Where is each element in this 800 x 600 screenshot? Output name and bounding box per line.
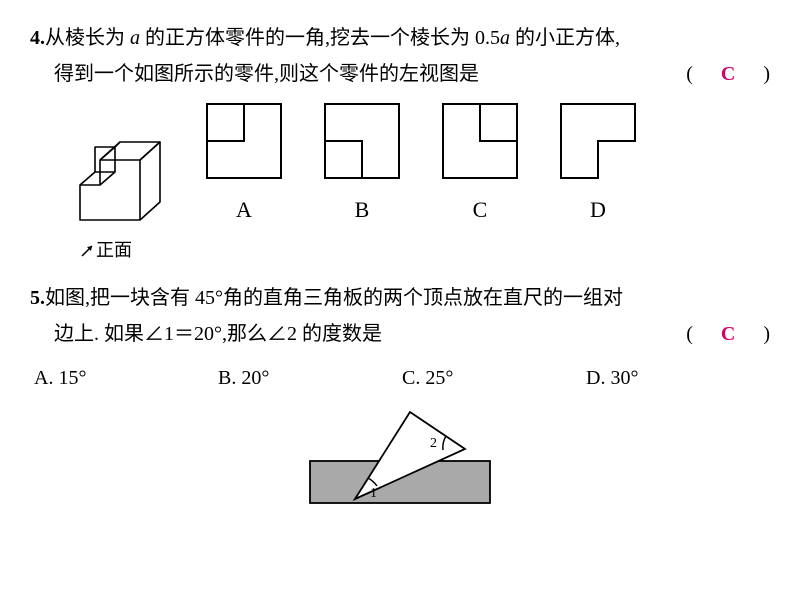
view-b-icon (323, 102, 401, 180)
q4-option-a: A (205, 102, 283, 230)
q5-line1: 5.如图,把一块含有 45°角的直角三角板的两个顶点放在直尺的一组对 (30, 280, 770, 316)
q5-answer: C (713, 323, 743, 345)
question-5: 5.如图,把一块含有 45°角的直角三角板的两个顶点放在直尺的一组对 边上. 如… (30, 280, 770, 521)
q5-figure: 1 2 (30, 404, 770, 521)
q4-number: 4. (30, 27, 45, 49)
q5-opt-a: A. 15° (34, 360, 218, 396)
q4-3d-figure (70, 130, 165, 230)
q4-answer-paren: ( C ) (686, 56, 770, 92)
q4-option-d: D (559, 102, 637, 230)
q4-text: 4.从棱长为 a 的正方体零件的一角,挖去一个棱长为 0.5a 的小正方体, 得… (30, 20, 770, 92)
q4-line2: 得到一个如图所示的零件,则这个零件的左视图是 ( C ) (30, 56, 770, 92)
q5-text: 5.如图,把一块含有 45°角的直角三角板的两个顶点放在直尺的一组对 边上. 如… (30, 280, 770, 352)
q5-answer-paren: ( C ) (686, 316, 770, 352)
view-d-icon (559, 102, 637, 180)
q4-option-b: B (323, 102, 401, 230)
cube-notch-icon (70, 130, 165, 230)
svg-text:1: 1 (370, 486, 377, 501)
q5-line2: 边上. 如果∠1＝20°,那么∠2 的度数是 ( C ) (30, 316, 770, 352)
q4-answer: C (713, 63, 743, 85)
view-a-icon (205, 102, 283, 180)
q5-opt-d: D. 30° (586, 360, 770, 396)
q5-opt-c: C. 25° (402, 360, 586, 396)
q5-number: 5. (30, 287, 45, 309)
ruler-triangle-icon: 1 2 (295, 404, 505, 509)
q5-opt-b: B. 20° (218, 360, 402, 396)
q4-option-c: C (441, 102, 519, 230)
question-4: 4.从棱长为 a 的正方体零件的一角,挖去一个棱长为 0.5a 的小正方体, 得… (30, 20, 770, 266)
svg-text:2: 2 (430, 436, 437, 451)
q4-figures: A B C D (70, 102, 770, 230)
arrow-icon (80, 242, 96, 258)
q4-line1: 4.从棱长为 a 的正方体零件的一角,挖去一个棱长为 0.5a 的小正方体, (30, 20, 770, 56)
view-c-icon (441, 102, 519, 180)
q5-options: A. 15° B. 20° C. 25° D. 30° (30, 360, 770, 396)
q4-front-label: 正面 (80, 234, 770, 266)
